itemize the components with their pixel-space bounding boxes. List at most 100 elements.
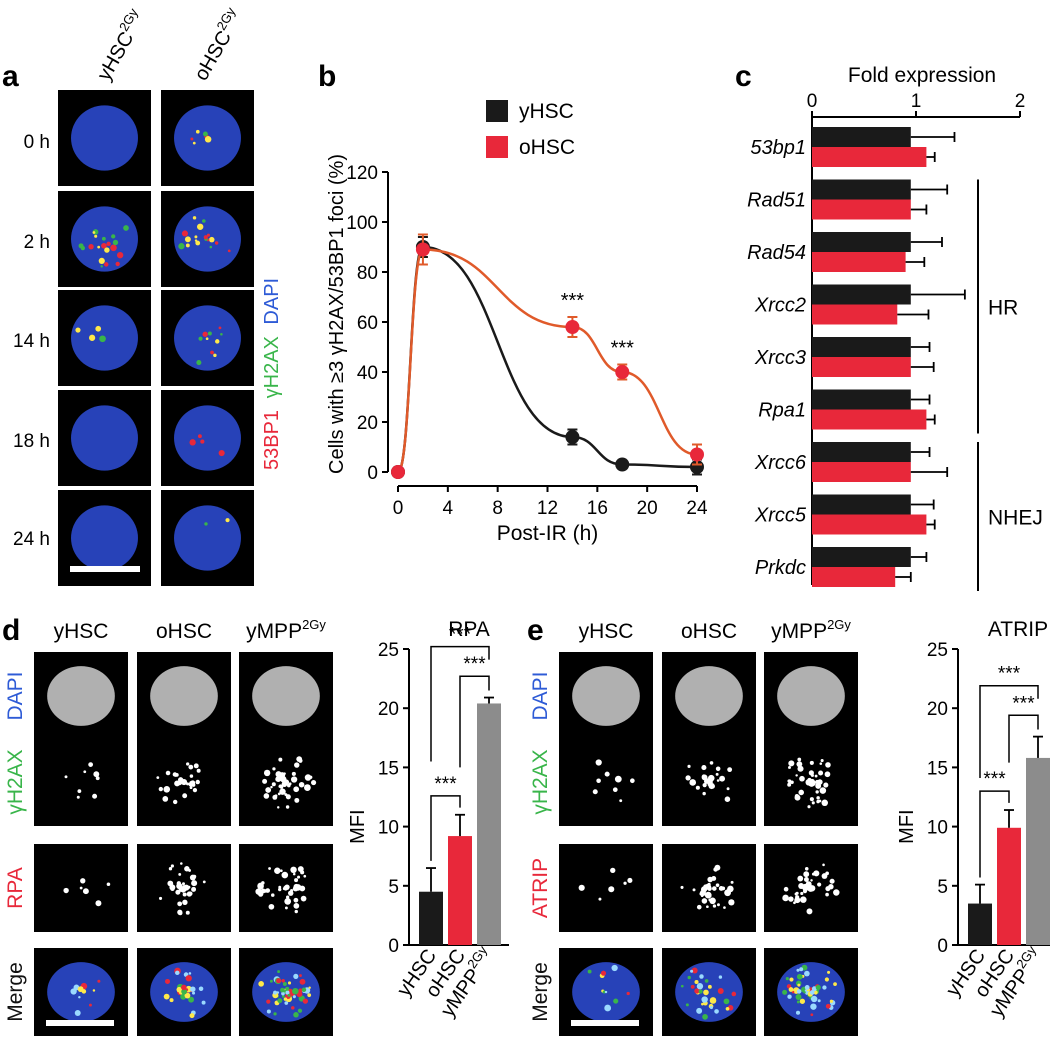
category-label: Rpa1 — [758, 400, 806, 422]
focus-dot — [178, 873, 182, 876]
row-label: RPA — [4, 867, 27, 909]
focus-dot — [180, 862, 183, 865]
significance-bracket — [979, 684, 1039, 779]
focus-dot — [782, 894, 789, 902]
y-tick-label: 0 — [937, 936, 948, 957]
focus-dot — [811, 801, 815, 805]
focus-dot — [277, 792, 281, 796]
focus-dot — [195, 129, 200, 134]
focus-dot — [64, 775, 68, 779]
row-label: ATRIP — [529, 858, 552, 918]
focus-dot — [285, 986, 290, 991]
focus-dot — [788, 760, 795, 767]
focus-dot — [170, 886, 175, 891]
micrograph-tile — [764, 844, 858, 932]
category-label: Prkdc — [755, 557, 806, 579]
focus-dot — [225, 518, 230, 523]
focus-dot — [728, 899, 735, 906]
y-axis-label: MFI — [347, 809, 369, 843]
focus-dot — [699, 974, 704, 979]
focus-dot — [809, 760, 814, 765]
y-tick-label: 20 — [378, 699, 399, 720]
focus-dot — [192, 788, 198, 793]
focus-dot — [202, 219, 206, 223]
category-label: Xrcc3 — [754, 347, 806, 369]
y-tick-label: 100 — [346, 213, 378, 234]
focus-dot — [703, 989, 709, 996]
chart-title: ATRIP — [988, 618, 1048, 641]
focus-dot — [791, 990, 795, 994]
focus-dot — [825, 892, 829, 897]
focus-dot — [156, 776, 160, 780]
focus-dot — [283, 885, 289, 891]
stain-legend: 53BP1 γH2AX DAPI — [261, 278, 283, 470]
focus-dot — [685, 1003, 689, 1007]
focus-dot — [789, 977, 794, 982]
focus-dot — [592, 789, 598, 795]
micrograph-tile — [58, 290, 151, 386]
focus-dot — [824, 977, 829, 982]
focus-dot — [95, 900, 102, 907]
focus-dot — [708, 774, 715, 782]
column-header-base: yMPP — [246, 620, 302, 643]
focus-dot — [163, 785, 171, 793]
focus-dot — [281, 979, 285, 983]
panel-b-chart: 0 20 40 60 80 100 120 0 4 8 12 16 20 24 Post-IR (h) Cel… — [326, 100, 708, 545]
focus-dot — [277, 806, 280, 809]
focus-dot — [708, 782, 715, 790]
focus-dot — [201, 1000, 206, 1005]
focus-dot — [297, 875, 301, 879]
micrograph-tile — [239, 948, 333, 1036]
focus-dot — [78, 995, 81, 999]
bar-oHSC — [812, 357, 911, 377]
focus-dot — [788, 987, 794, 992]
focus-dot — [302, 998, 309, 1004]
y-tick-label: 0 — [367, 463, 378, 484]
focus-dot — [604, 771, 610, 777]
focus-dot — [97, 979, 101, 983]
significance-bracket — [430, 645, 490, 762]
focus-dot — [604, 990, 608, 994]
focus-dot — [701, 774, 708, 781]
x-tick-label: 8 — [492, 498, 503, 519]
row-label: DAPI — [4, 671, 27, 720]
column-header: yMPP2Gy — [246, 617, 326, 643]
focus-dot — [168, 867, 173, 871]
focus-dot — [610, 867, 616, 874]
row-label: DAPI — [529, 671, 552, 720]
focus-dot — [809, 990, 815, 995]
focus-dot — [202, 880, 206, 884]
panel-a-micrographs — [58, 90, 254, 586]
column-header: yMPP2Gy — [771, 617, 851, 643]
row-label: γH2AX — [4, 749, 27, 814]
micrograph-tile — [161, 390, 254, 486]
focus-dot — [186, 891, 192, 897]
focus-dot — [182, 892, 187, 897]
focus-dot — [709, 1006, 713, 1010]
focus-dot — [158, 786, 164, 792]
focus-dot — [829, 878, 835, 884]
focus-dot — [196, 223, 204, 230]
focus-dot — [783, 886, 789, 892]
focus-dot — [215, 339, 220, 344]
focus-dot — [799, 775, 805, 782]
focus-dot — [799, 967, 804, 972]
focus-dot — [277, 970, 281, 974]
focus-dot — [701, 765, 707, 771]
focus-dot — [821, 799, 829, 807]
micrograph-background — [559, 738, 653, 826]
focus-dot — [787, 782, 792, 787]
focus-dot — [191, 886, 197, 892]
focus-dot — [692, 888, 696, 892]
focus-dot — [715, 772, 719, 776]
focus-dot — [97, 245, 101, 249]
bar-yHSC — [812, 494, 911, 515]
focus-dot — [198, 336, 203, 341]
focus-dot — [77, 986, 84, 993]
panel-letter-a: a — [2, 60, 19, 93]
focus-dot — [181, 984, 187, 991]
focus-dot — [694, 988, 700, 994]
focus-dot — [189, 439, 196, 446]
focus-dot — [695, 785, 700, 790]
focus-dot — [95, 325, 102, 332]
